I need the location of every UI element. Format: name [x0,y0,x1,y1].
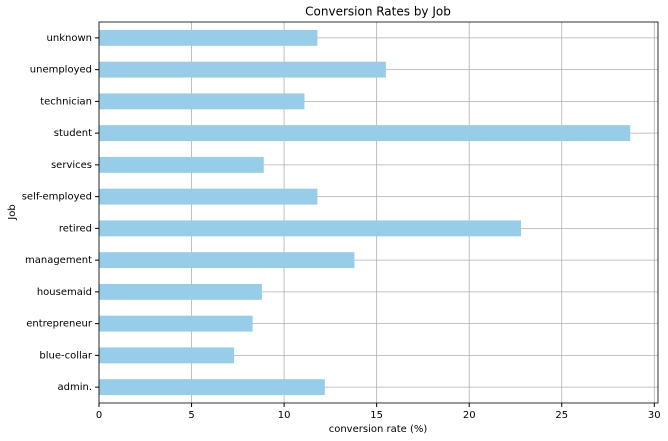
bar [99,93,305,110]
x-tick-label: 0 [96,410,102,421]
bar [99,61,386,78]
bar [99,220,522,237]
y-tick-label: entrepreneur [26,319,93,330]
bar [99,188,318,205]
y-tick-label: technician [40,96,92,107]
y-tick-label: admin. [57,382,92,393]
chart-title: Conversion Rates by Job [305,5,451,19]
y-tick-label: retired [59,223,92,234]
x-axis-label: conversion rate (%) [329,424,428,435]
y-tick-label: services [51,160,92,171]
x-tick-label: 10 [278,410,291,421]
bar [99,283,262,300]
bar [99,29,318,46]
bar [99,315,253,332]
y-tick-label: blue-collar [39,350,93,361]
bar [99,379,325,396]
y-axis-label: Job [7,204,18,220]
bar [99,347,235,364]
x-tick-label: 30 [648,410,661,421]
x-tick-label: 5 [188,410,194,421]
bar [99,125,631,142]
x-tick-label: 15 [370,410,383,421]
x-tick-label: 20 [463,410,476,421]
bar [99,252,355,269]
x-tick-label: 25 [555,410,568,421]
y-tick-label: management [25,255,92,266]
y-tick-label: self-employed [22,192,92,203]
y-tick-label: housemaid [37,287,92,298]
bar [99,156,264,173]
y-tick-label: unknown [47,33,92,44]
plot-frame [98,21,659,404]
y-tick-label: unemployed [30,65,92,76]
y-tick-label: student [54,128,92,139]
